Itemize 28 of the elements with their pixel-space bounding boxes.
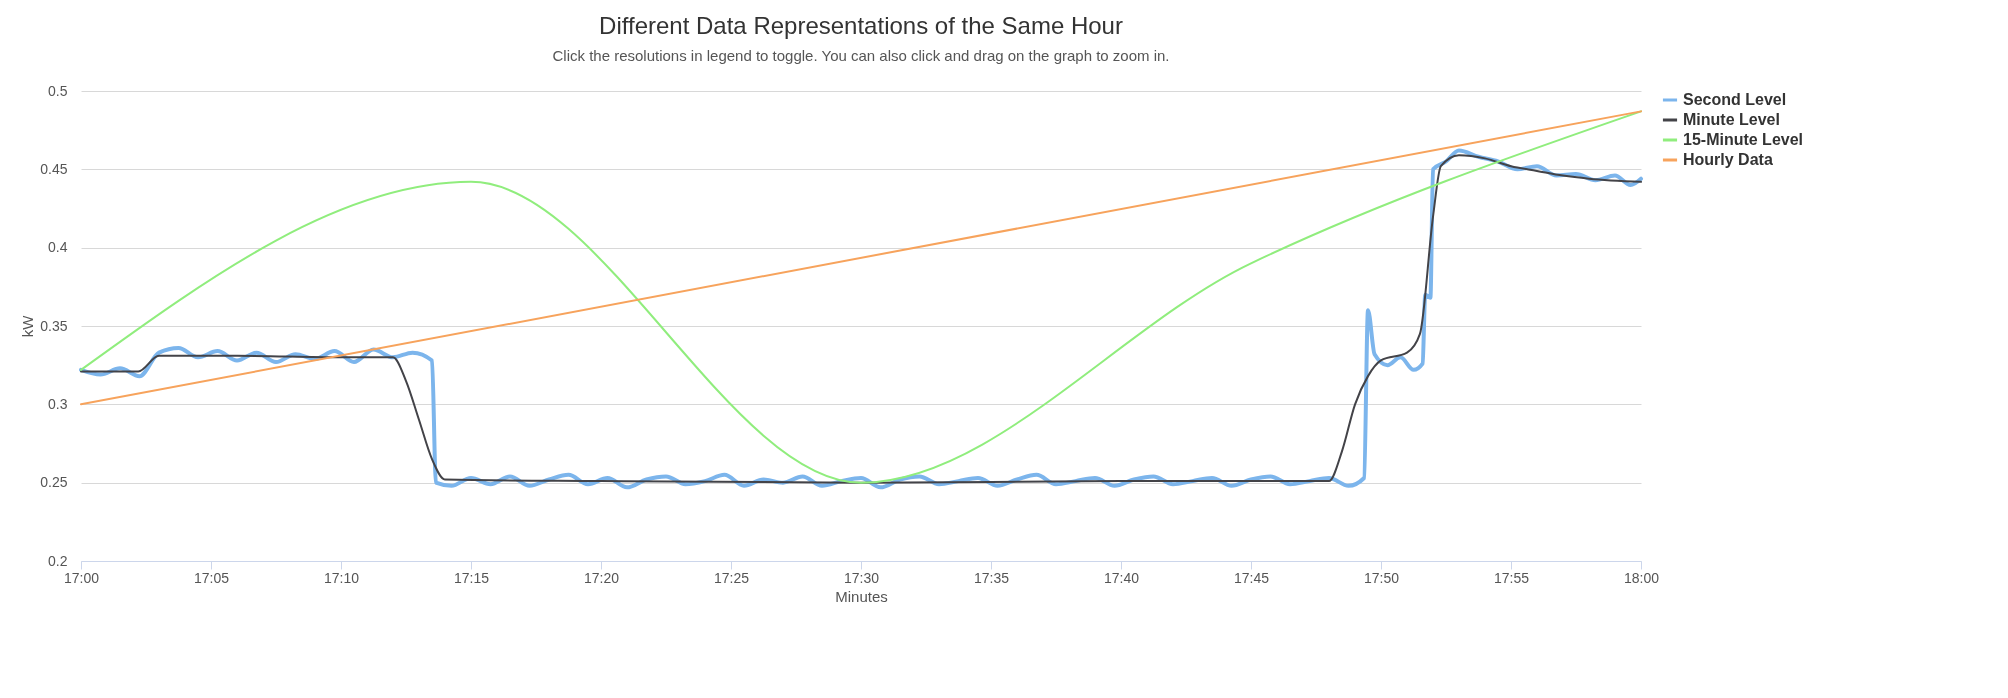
x-tick-label: 17:35	[973, 569, 1010, 586]
y-tick-label: 0.25	[40, 474, 68, 491]
y-axis-title: kW	[19, 314, 37, 338]
x-tick-label: 17:45	[1233, 569, 1270, 586]
y-tick-label: 0.45	[40, 160, 68, 177]
legend-label: 15-Minute Level	[1683, 131, 1804, 148]
y-tick-label: 0.5	[48, 82, 68, 99]
legend-label: Hourly Data	[1683, 151, 1773, 168]
y-tick-label: 0.3	[48, 395, 68, 412]
legend-label: Minute Level	[1683, 111, 1780, 128]
x-tick-label: 17:15	[453, 569, 490, 586]
x-tick-label: 17:55	[1494, 569, 1530, 586]
y-tick-label: 0.2	[48, 552, 68, 569]
legend-label: Second Level	[1683, 91, 1787, 108]
y-tick-label: 0.4	[48, 239, 68, 256]
x-tick-label: 17:05	[193, 569, 230, 586]
x-tick-label: 17:30	[843, 569, 880, 586]
x-tick-label: 17:10	[324, 569, 360, 586]
x-tick-label: 17:20	[583, 569, 620, 586]
chart-title: Different Data Representations of the Same Hour	[599, 12, 1123, 39]
x-axis-title: Minutes	[835, 587, 888, 605]
chart-subtitle: Click the resolutions in legend to toggle. You can also click and drag on the graph to zoom in.	[552, 47, 1170, 64]
x-tick-label: 17:25	[714, 569, 750, 586]
x-tick-label: 17:50	[1363, 569, 1400, 586]
x-tick-label: 17:40	[1104, 569, 1140, 586]
x-tick-label: 18:00	[1623, 569, 1660, 586]
y-tick-label: 0.35	[40, 317, 68, 334]
x-tick-label: 17:00	[63, 569, 100, 586]
